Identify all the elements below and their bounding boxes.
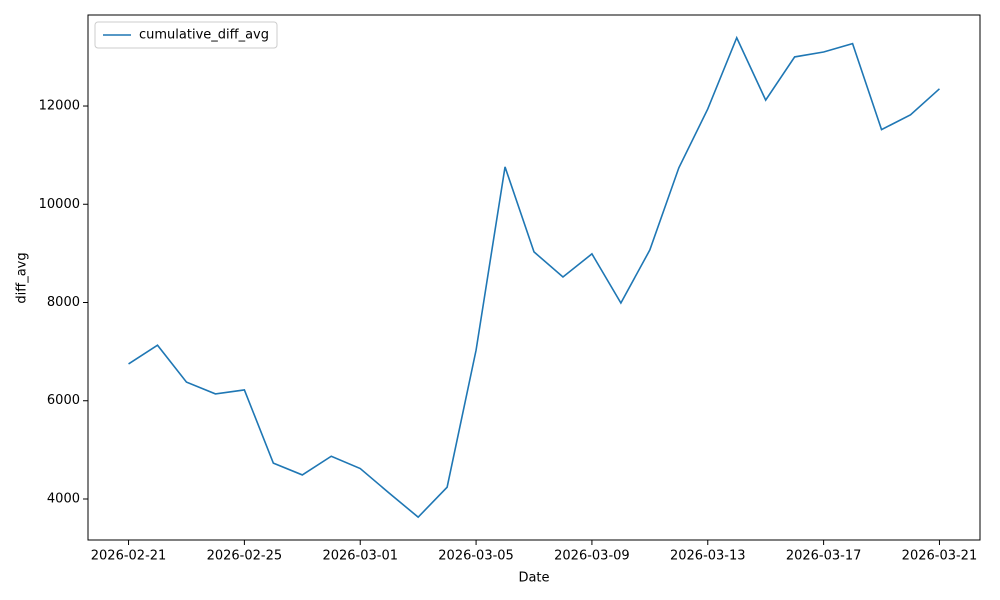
x-tick-label: 2026-02-21 <box>91 549 167 564</box>
y-axis-label: diff_avg <box>15 252 30 303</box>
plot-frame <box>87 14 981 541</box>
legend-box <box>94 21 278 49</box>
x-axis-label: Date <box>518 571 549 586</box>
y-tick-label: 12000 <box>39 99 80 114</box>
x-tick-label: 2026-03-09 <box>554 549 630 564</box>
legend-label: cumulative_diff_avg <box>139 28 269 43</box>
y-tick-label: 6000 <box>47 393 80 408</box>
x-tick-label: 2026-03-21 <box>902 549 978 564</box>
y-tick-label: 4000 <box>47 491 80 506</box>
x-tick-label: 2026-02-25 <box>207 549 283 564</box>
x-tick-label: 2026-03-01 <box>322 549 398 564</box>
x-tick-label: 2026-03-17 <box>786 549 862 564</box>
x-tick-label: 2026-03-13 <box>670 549 746 564</box>
x-tick-label: 2026-03-05 <box>438 549 514 564</box>
y-tick-label: 10000 <box>39 197 80 212</box>
y-tick-label: 8000 <box>47 295 80 310</box>
line-series <box>128 35 940 519</box>
